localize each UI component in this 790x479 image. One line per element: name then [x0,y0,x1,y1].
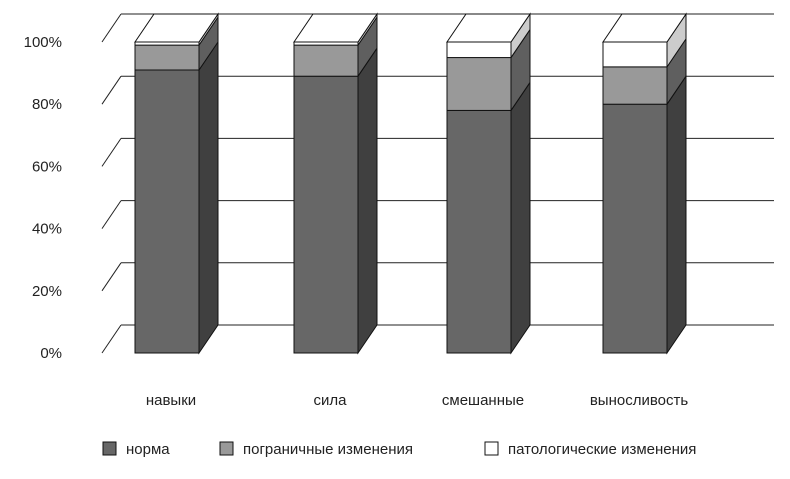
legend: норма пограничные изменения патологические… [102,441,696,458]
y-axis-tick-labels: 0% 20% 40% 60% 80% 100% [24,34,62,362]
legend-item: патологические изменения [484,441,696,458]
bar-segment [446,109,512,354]
grid-line-depth [101,324,122,354]
legend-swatch [102,441,117,456]
bar-segment [602,41,668,68]
bars [134,12,687,355]
bar-segment [134,44,200,71]
bar-0 [134,12,219,355]
bar-segment [134,69,200,354]
legend-swatch [484,441,499,456]
category-label: сила [314,392,348,409]
grid-line-depth [101,200,122,229]
y-tick-label: 60% [32,158,62,175]
grid-line-depth [101,138,122,167]
legend-label: патологические изменения [508,441,696,458]
y-tick-label: 100% [24,34,62,51]
category-label: выносливость [590,392,689,409]
bar-segment [293,44,359,77]
y-tick-label: 40% [32,221,62,238]
bar-2 [446,12,531,355]
bar-1 [293,12,378,355]
bar-3 [602,12,687,355]
bar-segment-side [666,74,687,355]
bar-segment [602,103,668,354]
category-label: навыки [146,392,196,409]
legend-label: норма [126,441,170,458]
legend-swatch [219,441,234,456]
bar-top-face [134,13,219,43]
category-labels: навыки сила смешанные выносливость [146,392,689,409]
y-tick-label: 0% [40,345,62,362]
grid-line-depth [101,75,122,105]
bar-segment [602,66,668,105]
legend-item: норма [102,441,170,458]
bar-top-face [293,13,378,43]
bar-segment [293,75,359,354]
bar-segment [446,41,512,59]
grid-line-depth [101,262,122,292]
bar-top-face [446,13,531,43]
bar-segment-side [510,80,531,355]
bar-segment [446,57,512,111]
grid-line-depth [101,13,122,43]
bar-top-face [602,13,687,43]
y-tick-label: 80% [32,96,62,113]
category-label: смешанные [442,392,524,409]
bar-segment-side [198,40,219,355]
bar-segment-side [357,46,378,355]
legend-label: пограничные изменения [243,441,413,458]
y-tick-label: 20% [32,283,62,300]
legend-item: пограничные изменения [219,441,413,458]
